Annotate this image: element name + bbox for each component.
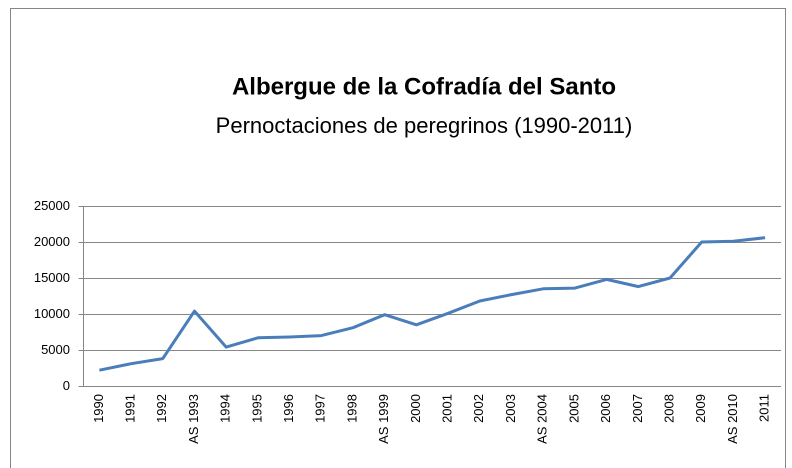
x-tick-label: 1996 [281, 394, 296, 423]
x-tick-label: 2011 [757, 394, 772, 422]
x-tick-label: 2009 [693, 394, 708, 423]
x-tick-label: 1991 [122, 394, 137, 423]
x-tick-label: 1994 [218, 394, 233, 423]
y-tick-label: 10000 [34, 306, 70, 321]
x-tick-label: 2000 [408, 394, 423, 423]
chart-title: Albergue de la Cofradía del Santo [232, 73, 616, 100]
x-tick-label: 2006 [598, 394, 613, 423]
data-line [99, 236, 766, 372]
x-tick-label: 1990 [91, 394, 106, 423]
y-tick-label: 20000 [34, 234, 70, 249]
chart-subtitle: Pernoctaciones de peregrinos (1990-2011) [216, 113, 633, 138]
x-tick-label: 1997 [313, 394, 328, 423]
x-tick-label: 1992 [154, 394, 169, 423]
x-tick-label: AS 1993 [186, 394, 201, 444]
x-tick-label: AS 2004 [535, 394, 550, 444]
x-tick-label: 1995 [249, 394, 264, 423]
x-tick-label: 1998 [344, 394, 359, 423]
x-tick-label: 2005 [566, 394, 581, 423]
x-tick-label: 2008 [661, 394, 676, 423]
chart-border [10, 8, 786, 468]
x-tick-label: 2002 [471, 394, 486, 423]
x-tick-label: AS 2010 [725, 394, 740, 444]
y-tick-label: 5000 [41, 342, 70, 357]
y-tick-label: 25000 [34, 198, 70, 213]
y-tick-label: 15000 [34, 270, 70, 285]
x-tick-label: 2003 [503, 394, 518, 423]
x-tick-label: 2001 [440, 394, 455, 423]
y-tick-label: 0 [63, 378, 70, 393]
x-tick-label: AS 1999 [376, 394, 391, 444]
x-tick-label: 2007 [630, 394, 645, 423]
